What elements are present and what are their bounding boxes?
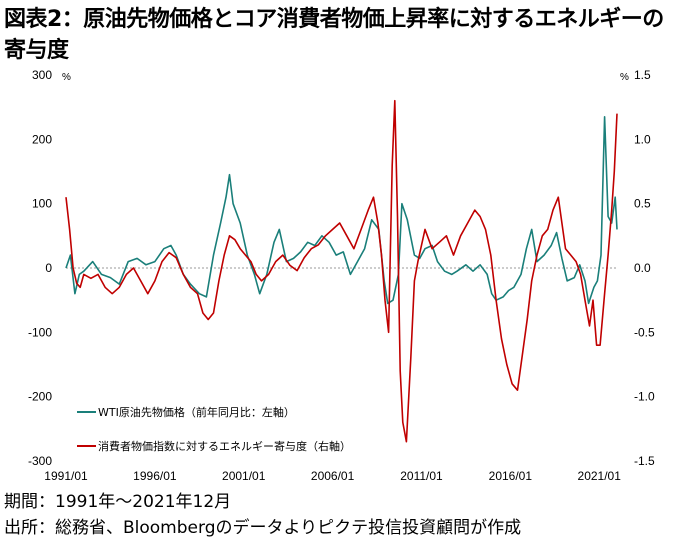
right-tick-label: 1.5 [634, 68, 651, 82]
x-tick-label: 2001/01 [222, 469, 266, 483]
footnote-period: 期間：1991年～2021年12月 [4, 492, 232, 512]
right-tick-label: 0.5 [634, 197, 651, 211]
series-layer [65, 99, 618, 443]
x-tick-label: 2006/01 [311, 469, 355, 483]
legend-label-wti: WTI原油先物価格（前年同月比：左軸） [98, 405, 295, 419]
x-axis-ticks: 1991/01 1996/01 2001/01 2006/01 2011/01 2016/… [44, 469, 621, 483]
right-tick-label: 0.0 [634, 261, 651, 275]
legend: WTI原油先物価格（前年同月比：左軸） 消費者物価指数に対するエネルギー寄与度（… [77, 405, 351, 453]
right-tick-label: -0.5 [634, 325, 655, 339]
left-tick-label: 200 [32, 132, 52, 146]
page-title: 図表2：原油先物価格とコア消費者物価上昇率に対するエネルギーの寄与度 [4, 7, 664, 63]
x-tick-label: 2016/01 [489, 469, 533, 483]
left-axis-ticks: 300 200 100 0 -100 -200 -300 [28, 68, 52, 468]
series-line-wti [65, 116, 618, 305]
footnote-source: 出所：総務省、Bloombergのデータよりピクテ投信投資顧問が作成 [4, 518, 522, 538]
legend-label-energy: 消費者物価指数に対するエネルギー寄与度（右軸） [98, 439, 351, 453]
x-tick-label: 2021/01 [578, 469, 622, 483]
left-tick-label: 0 [45, 261, 52, 275]
x-tick-label: 1991/01 [44, 469, 88, 483]
left-tick-label: -100 [28, 325, 52, 339]
left-tick-label: 100 [32, 197, 52, 211]
left-tick-label: -200 [28, 390, 52, 404]
right-axis-ticks: 1.5 1.0 0.5 0.0 -0.5 -1.0 -1.5 [634, 68, 655, 468]
right-tick-label: -1.5 [634, 454, 655, 468]
x-tick-label: 1996/01 [133, 469, 177, 483]
x-tick-label: 2011/01 [400, 469, 443, 483]
series-line-energy [65, 99, 618, 443]
left-tick-label: -300 [28, 454, 52, 468]
right-axis-unit: % [620, 72, 629, 83]
right-tick-label: -1.0 [634, 390, 655, 404]
right-tick-label: 1.0 [634, 132, 651, 146]
left-axis-unit: % [62, 72, 71, 83]
left-tick-label: 300 [32, 68, 52, 82]
